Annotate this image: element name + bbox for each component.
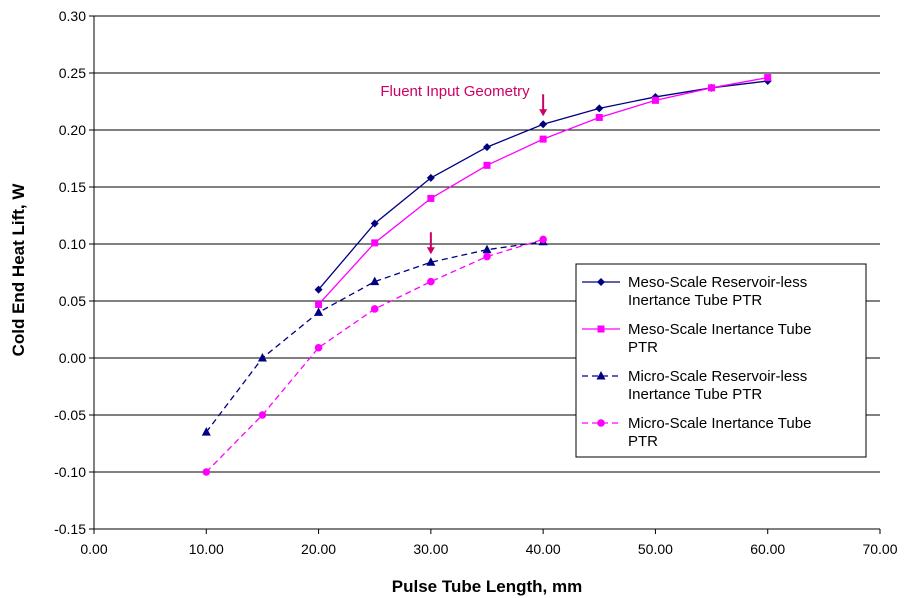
y-tick-label: 0.30 [59,8,86,24]
y-tick-label: -0.15 [54,521,86,537]
legend-label: PTR [628,339,658,356]
legend-swatch-marker [597,325,605,333]
x-tick-label: 0.00 [80,541,107,557]
data-point [202,468,211,476]
x-tick-label: 30.00 [413,541,448,557]
data-point [483,143,491,152]
legend-swatch-marker [596,371,606,380]
y-tick-label: 0.00 [59,350,86,366]
data-point [427,277,435,286]
x-tick-label: 60.00 [750,541,785,557]
legend-label: Micro-Scale Inertance Tube [628,415,811,432]
data-point [426,257,436,266]
data-point [539,135,547,143]
series-2 [315,74,772,308]
legend-label: PTR [628,433,658,450]
y-tick-label: 0.10 [59,236,86,252]
legend-box [575,263,867,458]
series-3 [201,236,548,436]
y-tick-label: -0.10 [54,464,86,480]
axes: -0.15 -0.10 -0.05 0.00 0.05 0.10 0.15 0.20 0.25 0… [54,8,898,557]
y-axis-title: Cold End Heat Lift, W [9,183,28,357]
data-point [595,113,603,121]
data-point [201,427,211,436]
y-tick-label: 0.15 [59,179,86,195]
series-line [205,241,544,433]
data-point [539,235,547,244]
series-4 [202,235,547,476]
annotations: Fluent Input Geometry [380,83,548,255]
data-point [370,276,380,286]
y-tick-label: 0.20 [59,122,86,138]
legend-label: Meso-Scale Inertance Tube [628,321,811,338]
annotation-arrow [539,94,548,117]
x-tick-label: 50.00 [638,541,673,557]
data-point [370,219,379,228]
data-point [315,300,323,308]
data-point [314,307,324,316]
x-tick-label: 20.00 [301,541,336,557]
y-tick-label: -0.05 [54,407,86,423]
y-tick-label: 0.05 [59,293,86,309]
data-point [314,343,323,352]
data-point [539,120,548,129]
series-line [205,238,544,473]
gridlines [94,15,880,530]
annotation-fluent-input-geometry: Fluent Input Geometry [380,83,530,100]
data-point [482,244,492,254]
legend-label: Meso-Scale Reservoir-less [628,274,807,291]
data-point [708,84,716,92]
x-tick-label: 40.00 [526,541,561,557]
x-tick-label: 10.00 [189,541,224,557]
data-point [483,252,491,261]
data-point [258,411,267,419]
data-point [483,161,491,169]
x-tick-label: 70.00 [862,541,897,557]
legend-label: Inertance Tube PTR [628,386,762,403]
data-point [426,173,435,182]
legend-label: Micro-Scale Reservoir-less [628,368,807,385]
data-point [370,305,379,313]
data-point [595,104,604,113]
series-group [201,74,772,476]
data-point [314,285,323,294]
annotation-arrow [426,232,435,255]
data-point [257,353,267,362]
data-point [371,239,379,247]
legend-swatch-marker [597,419,605,427]
x-axis-title: Pulse Tube Length, mm [392,577,582,596]
data-point [764,74,772,82]
legend-swatch-marker [597,278,605,286]
data-point [427,194,435,202]
legend-label: Inertance Tube PTR [628,292,762,309]
data-point [651,96,659,104]
y-tick-label: 0.25 [59,65,86,81]
